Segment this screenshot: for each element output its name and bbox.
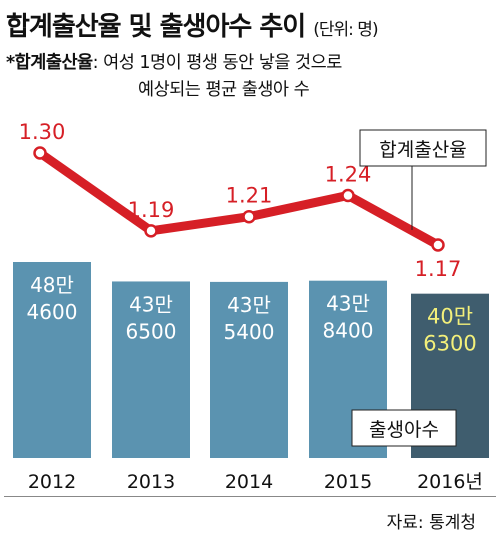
line-series: 1.301.191.211.241.17	[19, 120, 462, 281]
line-label-2014: 1.21	[226, 184, 273, 208]
line-point-2015	[341, 188, 355, 203]
note-term: *합계출산율	[6, 53, 93, 73]
divider	[4, 496, 496, 497]
bar-2012	[13, 262, 91, 458]
bar-2013	[112, 281, 190, 458]
bar-label-bottom: 4600	[27, 300, 78, 324]
line-point-2013	[144, 224, 158, 238]
line-label-2016년: 1.17	[415, 257, 462, 281]
bar-label-bottom: 6300	[423, 332, 476, 356]
bar-label-top: 48만	[30, 273, 74, 297]
bar-label-bottom: 5400	[224, 320, 275, 344]
bar-series: 48만 4600 2012 43만 6500 2013 43만 5400 2014 43만 8400…	[13, 262, 489, 493]
x-tick-2012: 2012	[28, 471, 76, 493]
line-point-2012	[33, 146, 47, 160]
line-label-2013: 1.19	[128, 198, 175, 222]
definition-note: *합계출산율: 여성 1명이 평생 동안 낳을 것으로	[6, 50, 342, 77]
line-point-2014	[242, 209, 256, 224]
x-tick-2013: 2013	[127, 471, 175, 493]
bar-label-top: 43만	[326, 292, 370, 316]
bar-label-bottom: 8400	[323, 319, 374, 343]
x-tick-2016년: 2016년	[417, 471, 483, 493]
legend-line-box	[359, 129, 487, 167]
chart-title-text: 합계출산율 및 출생아수 추이	[6, 12, 306, 42]
legend-bar-label: 출생아수	[369, 419, 439, 441]
source-note: 자료: 통계청	[386, 513, 476, 533]
x-tick-2015: 2015	[324, 471, 372, 493]
definition-note-line2: 예상되는 평균 출생아 수	[138, 80, 310, 100]
chart-title: 합계출산율 및 출생아수 추이 (단위: 명)	[6, 6, 379, 43]
line-label-2012: 1.30	[19, 120, 66, 144]
bar-label-top: 43만	[129, 292, 173, 316]
legend-line-label: 합계출산율	[379, 139, 466, 161]
note-line1: : 여성 1명이 평생 동안 낳을 것으로	[92, 53, 343, 73]
bar-label-bottom: 6500	[126, 319, 177, 343]
bar-label-top: 40만	[427, 305, 473, 329]
x-tick-2014: 2014	[225, 471, 273, 493]
unit-label: (단위: 명)	[313, 20, 378, 40]
bar-label-top: 43만	[227, 293, 271, 317]
line-point-2016년	[431, 238, 445, 252]
legend-bar-box	[351, 409, 457, 447]
bar-2014	[210, 281, 288, 458]
